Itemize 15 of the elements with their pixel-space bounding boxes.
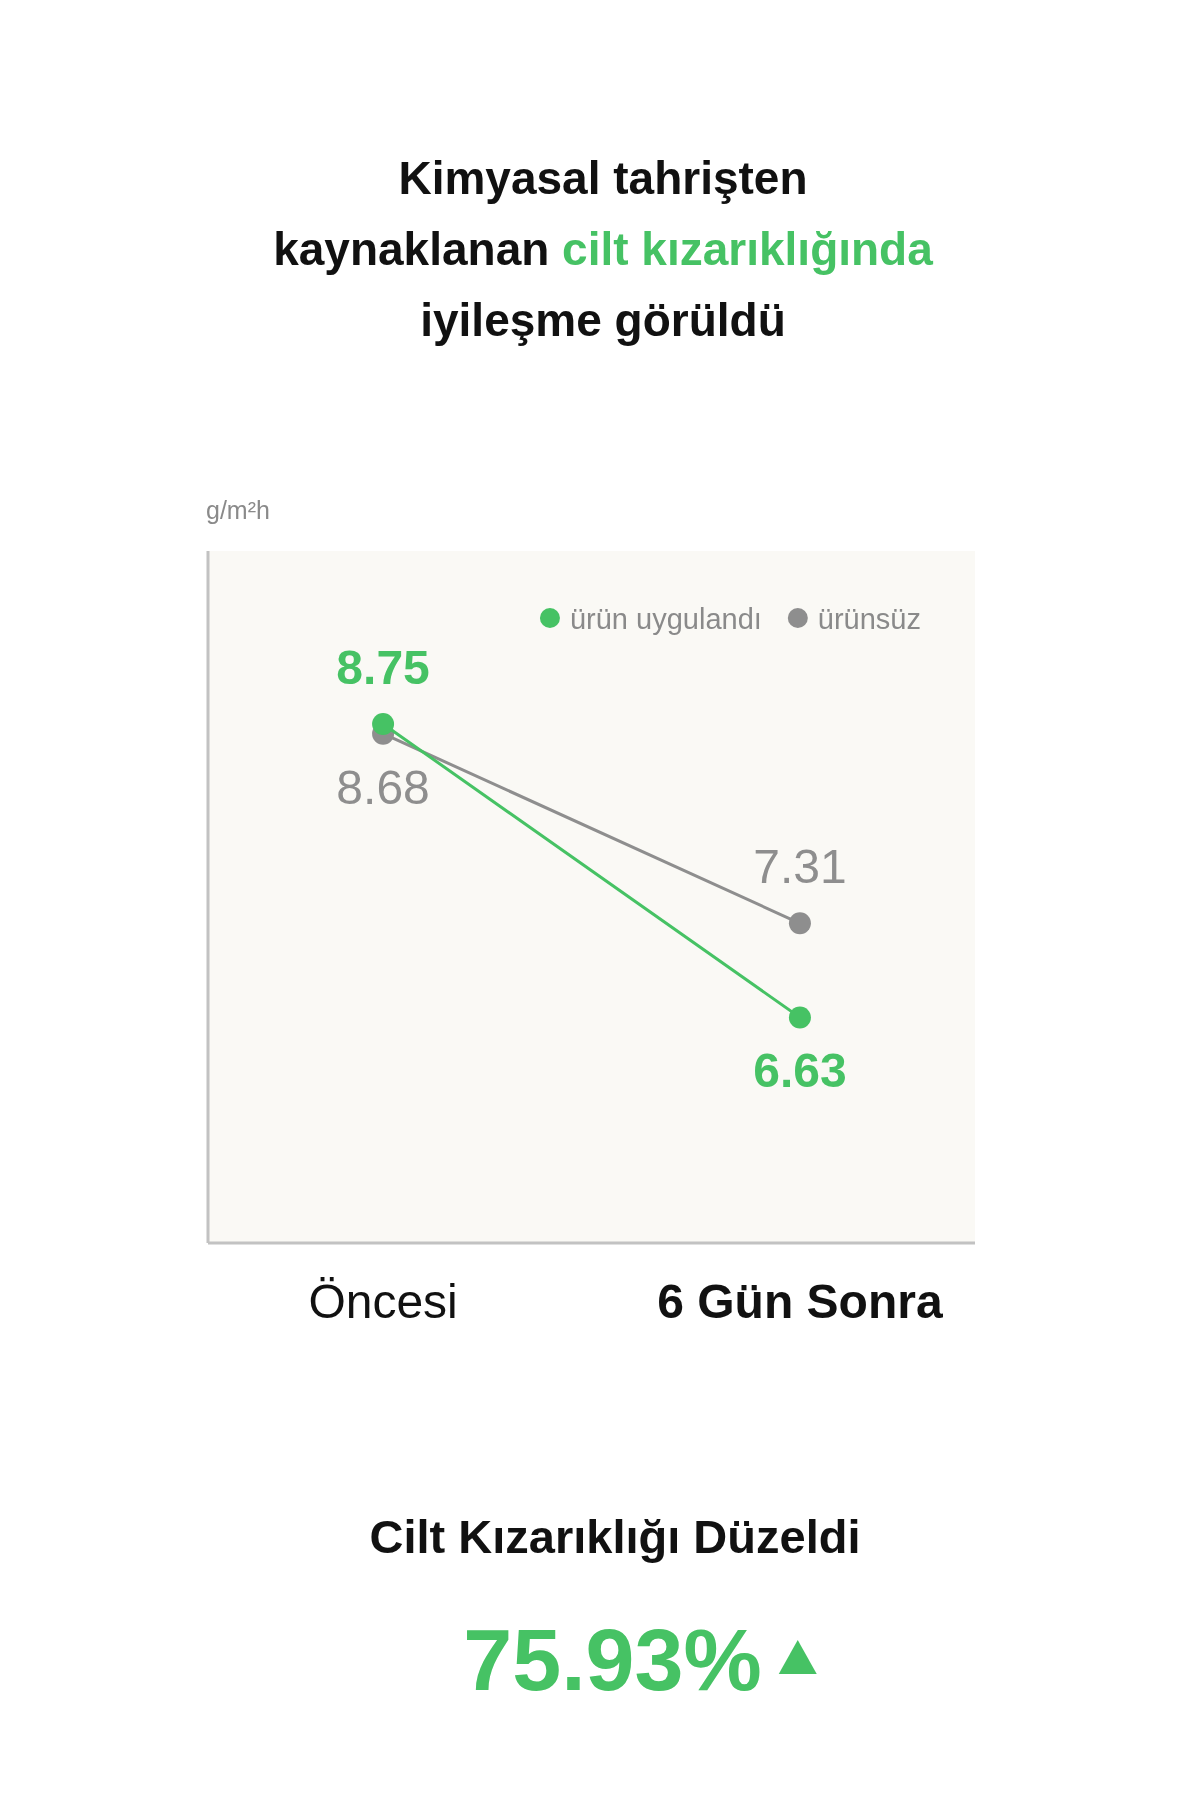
data-label: 6.63 [753, 1044, 847, 1098]
chart-title: Kimyasal tahrişten kaynaklanan cilt kızarıklığında iyileşme görüldü [273, 152, 933, 346]
y-axis-title: g/m²h [206, 496, 270, 524]
legend-label: ürünsüz [817, 603, 921, 635]
point [788, 1006, 811, 1029]
data-label: 8.68 [336, 760, 430, 814]
text: Cilt Kızarıklığı Düzeldi [369, 1510, 861, 1563]
data-label: 8.75 [336, 641, 430, 694]
point [788, 912, 811, 935]
text: 75.93% [463, 1610, 762, 1709]
data-label: 7.31 [753, 840, 847, 894]
point [372, 713, 395, 735]
x-tick-label: 6 Gün Sonra [657, 1275, 943, 1328]
x-tick-label: Öncesi [308, 1275, 458, 1328]
legend-label: ürün uygulandı [569, 603, 762, 635]
